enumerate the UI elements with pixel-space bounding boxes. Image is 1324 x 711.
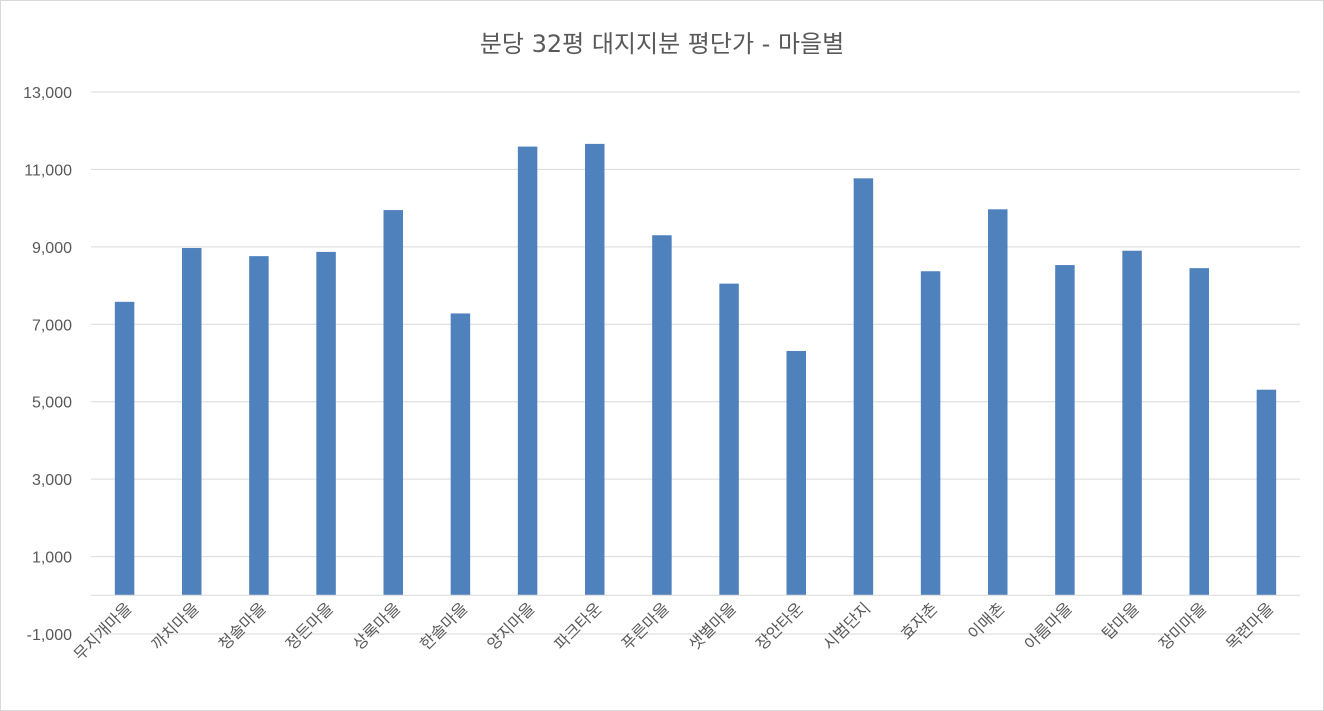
x-category-label: 장안타운 [752, 599, 807, 654]
bar [1122, 250, 1142, 596]
y-tick-label: 7,000 [32, 317, 72, 334]
y-tick-label: 13,000 [23, 85, 72, 102]
bar [1189, 268, 1209, 596]
bar [1256, 389, 1277, 596]
y-tick-label: -1,000 [27, 627, 72, 644]
x-category-label: 푸른마을 [618, 599, 673, 654]
y-axis-tick-labels: -1,000 1,000 3,000 5,000 7,000 9,000 11,000 13,… [23, 85, 72, 644]
y-tick-label: 9,000 [32, 240, 72, 257]
bar [786, 350, 806, 596]
bar [585, 143, 605, 596]
x-category-label: 무지개마을 [70, 599, 135, 664]
x-category-label: 까치마을 [148, 599, 203, 654]
bar [719, 283, 739, 596]
x-axis-category-labels: 무지개마을 까치마을 청솔마을 정든마을 상록마을 한솔마을 양지마을 파크타운 푸른마을 샛별마… [70, 599, 1277, 664]
y-tick-label: 11,000 [24, 162, 72, 179]
x-category-label: 아름마을 [1021, 599, 1076, 654]
gridlines [91, 91, 1300, 635]
bar [249, 256, 269, 596]
bar [114, 301, 135, 596]
x-category-label: 청솔마을 [215, 599, 270, 654]
x-category-label: 목련마을 [1222, 599, 1277, 654]
x-category-label: 탑마을 [1098, 599, 1143, 644]
bar [517, 146, 538, 596]
x-category-label: 양지마을 [483, 599, 538, 654]
bar [182, 248, 202, 596]
x-category-label: 정든마을 [282, 599, 337, 654]
bar [1055, 265, 1075, 596]
x-category-label: 시범단지 [819, 599, 874, 654]
y-tick-label: 1,000 [32, 550, 72, 567]
chart-title: 분당 32평 대지지분 평단가 - 마을별 [480, 30, 844, 58]
y-tick-label: 5,000 [32, 395, 72, 412]
bars [114, 143, 1277, 596]
bar [652, 235, 672, 596]
x-category-label: 한솔마을 [416, 599, 471, 654]
x-category-label: 효자촌 [897, 599, 942, 644]
y-tick-label: 3,000 [32, 472, 72, 489]
bar [988, 209, 1008, 596]
bar [450, 313, 471, 596]
x-category-label: 장미마을 [1155, 599, 1210, 654]
bar [316, 251, 336, 596]
bar [920, 271, 941, 596]
x-category-label: 이매촌 [964, 599, 1009, 644]
bar [383, 210, 403, 596]
bar [853, 178, 874, 596]
x-category-label: 상록마을 [349, 599, 404, 654]
x-category-label: 파크타운 [551, 599, 606, 654]
x-category-label: 샛별마을 [685, 599, 740, 654]
